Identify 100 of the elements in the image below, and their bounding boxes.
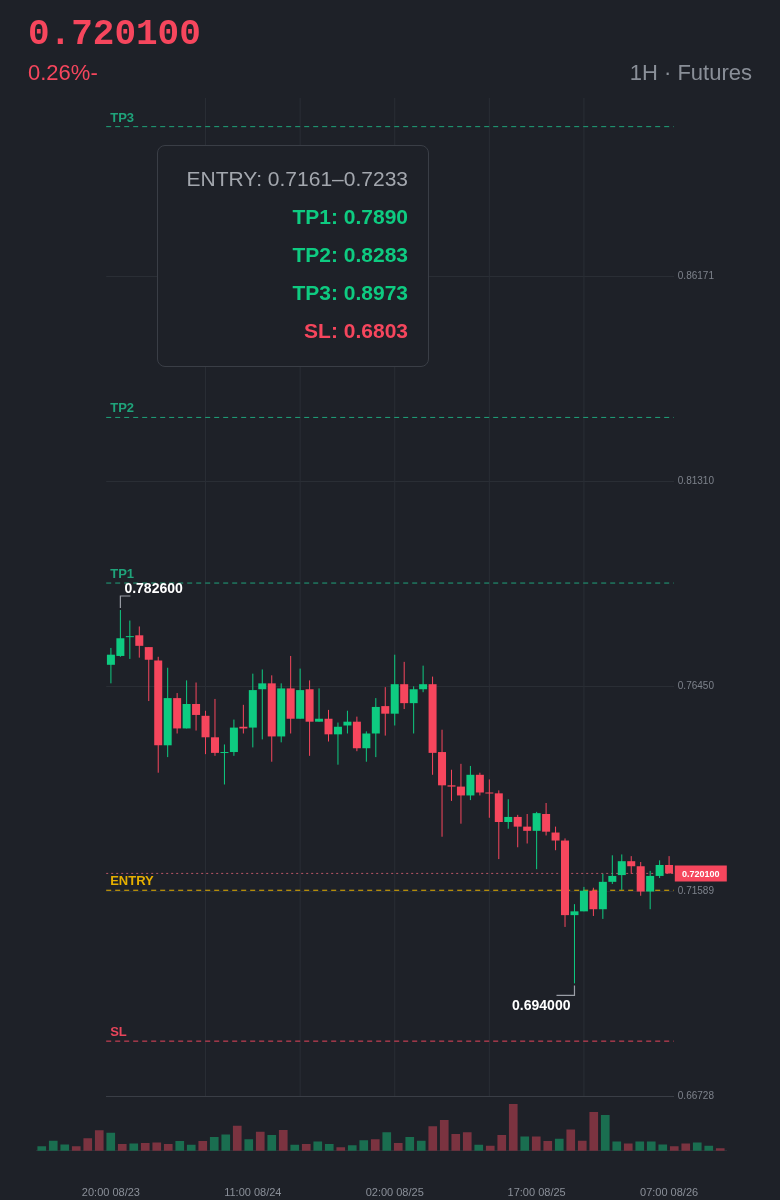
- bar: [681, 1143, 691, 1151]
- bar: [278, 1129, 288, 1151]
- bar: [577, 1140, 587, 1151]
- bar: [129, 1143, 139, 1151]
- ref-line-label: TP2: [110, 400, 135, 416]
- candlestick: [551, 826, 560, 851]
- bar: [658, 1144, 668, 1151]
- x-tick-label: 17:00 08/25: [507, 1185, 566, 1198]
- candlestick: [447, 769, 456, 802]
- bar: [393, 1142, 403, 1151]
- annotation: TP1: 0.7890: [291, 204, 408, 230]
- candlestick: [201, 710, 210, 755]
- bar: [543, 1141, 553, 1151]
- candlestick: [220, 743, 229, 785]
- bar: [589, 1112, 599, 1151]
- candlestick: [513, 814, 522, 848]
- bar: [37, 1146, 47, 1151]
- bar: [531, 1136, 541, 1151]
- bar: [405, 1136, 415, 1151]
- candlestick: [409, 685, 418, 734]
- bar: [600, 1114, 610, 1151]
- ref-line-label: ENTRY: [110, 873, 155, 889]
- candlestick: [589, 887, 598, 917]
- bar: [566, 1129, 576, 1151]
- bar: [301, 1143, 311, 1151]
- bar: [646, 1141, 656, 1151]
- candlestick: [608, 854, 617, 885]
- bar: [623, 1143, 633, 1151]
- candlestick: [646, 870, 655, 910]
- annotation: SL: 0.6803: [303, 318, 408, 344]
- candlestick: [570, 903, 579, 984]
- bar: [232, 1125, 242, 1151]
- candlestick: [617, 853, 626, 891]
- candlestick: [523, 813, 532, 844]
- bar: [439, 1120, 449, 1151]
- bar: [209, 1136, 219, 1151]
- bar: [359, 1140, 369, 1151]
- candlestick: [419, 665, 428, 693]
- ref-line-label: 0.720100: [682, 868, 720, 879]
- ref-line-label: TP1: [110, 566, 135, 582]
- candlestick: [475, 772, 484, 796]
- candlestick: [210, 698, 219, 757]
- bar: [163, 1143, 173, 1151]
- candlestick: [504, 798, 513, 830]
- bar: [48, 1140, 58, 1151]
- candlestick: [542, 802, 551, 836]
- bar: [612, 1141, 622, 1151]
- bar: [60, 1144, 70, 1151]
- bar: [451, 1134, 461, 1151]
- bar: [106, 1132, 116, 1151]
- bar: [83, 1138, 93, 1151]
- bar: [324, 1143, 334, 1151]
- bar: [508, 1104, 518, 1151]
- bar: [255, 1131, 265, 1151]
- candlestick: [135, 625, 144, 659]
- annotation: TP3: 0.8973: [291, 280, 408, 306]
- bar: [117, 1143, 127, 1151]
- bar: [347, 1145, 357, 1151]
- y-tick-label: 0.71589: [677, 884, 715, 896]
- candlestick: [381, 686, 390, 737]
- bar: [71, 1146, 81, 1151]
- text: 0.26%-: [28, 60, 98, 86]
- candlestick: [324, 709, 333, 742]
- annotation: 0.782600: [124, 580, 183, 597]
- bar: [313, 1141, 323, 1151]
- ref-line-label: TP3: [110, 109, 135, 125]
- ref-line-label: SL: [110, 1024, 127, 1040]
- bar: [175, 1141, 185, 1151]
- bar: [520, 1136, 530, 1151]
- candlestick: [362, 730, 371, 763]
- bar: [221, 1134, 231, 1151]
- text: 1H · Futures: [629, 60, 752, 86]
- bar: [94, 1130, 104, 1151]
- candlestick: [665, 855, 674, 874]
- y-tick-label: 0.86171: [677, 270, 715, 282]
- bar: [244, 1139, 254, 1151]
- bar: [370, 1139, 380, 1151]
- candlestick: [144, 646, 153, 702]
- text: 0.720100: [28, 14, 201, 55]
- annotation: ENTRY: 0.7161–0.7233: [185, 166, 408, 192]
- bar: [554, 1138, 564, 1151]
- x-tick-label: 11:00 08/24: [224, 1185, 282, 1198]
- y-tick-label: 0.76450: [677, 680, 715, 692]
- candlestick: [466, 765, 475, 801]
- bar: [382, 1132, 392, 1151]
- bar: [140, 1142, 150, 1151]
- candlestick: [485, 778, 494, 819]
- y-tick-label: 0.81310: [677, 475, 715, 487]
- candlestick: [456, 763, 465, 825]
- x-tick-label: 07:00 08/26: [640, 1185, 699, 1198]
- candlestick: [192, 682, 201, 732]
- candlestick: [315, 687, 324, 723]
- candlestick: [532, 811, 541, 870]
- candlestick: [579, 886, 588, 912]
- bar: [416, 1140, 426, 1151]
- bar: [198, 1141, 208, 1151]
- candlestick: [333, 722, 342, 766]
- candlestick: [125, 620, 134, 660]
- candlestick: [258, 668, 267, 740]
- bar: [462, 1132, 472, 1151]
